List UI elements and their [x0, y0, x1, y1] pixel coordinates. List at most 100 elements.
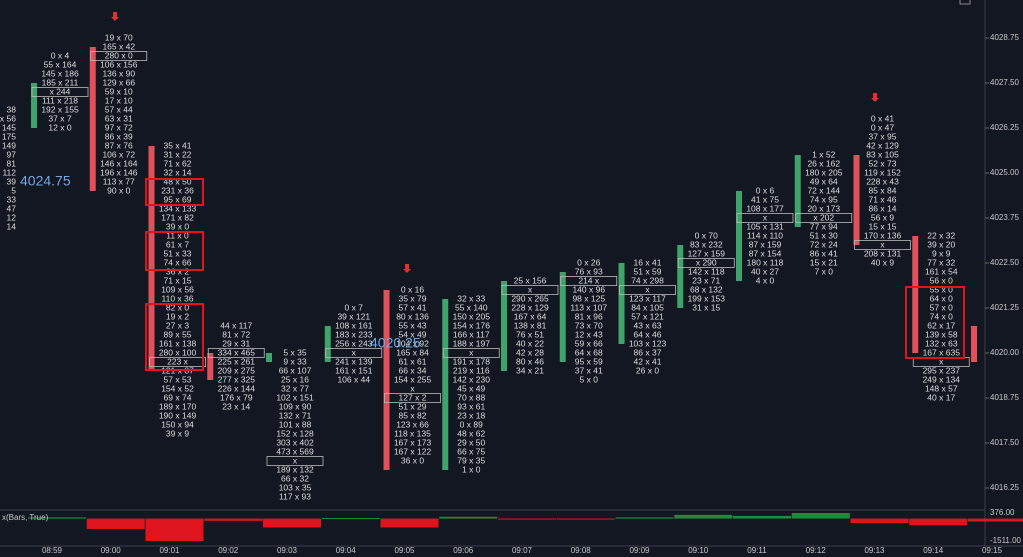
- poc-box: [149, 357, 206, 367]
- footprint-cell: 225 x 261: [218, 356, 256, 366]
- close-icon[interactable]: [959, 0, 971, 5]
- footprint-cell: 17 x 10: [105, 95, 133, 105]
- y-tick-label: 4025.00: [990, 168, 1019, 177]
- footprint-cell: 4 x 0: [756, 275, 775, 285]
- footprint-cell: 61 x 7: [166, 239, 189, 249]
- footprint-cell: 66 x 75: [457, 446, 485, 456]
- footprint-cell: 79 x 35: [457, 455, 485, 465]
- footprint-cell: 64 x 0: [930, 293, 953, 303]
- footprint-cell: 9 x 33: [283, 356, 306, 366]
- footprint-cell: 140 x 96: [572, 284, 605, 294]
- footprint-cell: 23 x 71: [692, 275, 720, 285]
- footprint-cell: 191 x 178: [453, 356, 491, 366]
- x-tick-label: 09:00: [101, 546, 122, 555]
- footprint-cell: 76 x 93: [575, 266, 603, 276]
- footprint-cell: x: [880, 239, 885, 249]
- footprint-cell: 180 x 118: [747, 257, 784, 267]
- footprint-cell: 109 x 56: [161, 284, 194, 294]
- footprint-cell: 81 x 72: [222, 329, 250, 339]
- poc-box: [501, 285, 559, 295]
- poc-box: [677, 258, 735, 268]
- x-tick-label: 09:04: [336, 546, 357, 555]
- footprint-cell: 190 x 149: [159, 410, 197, 420]
- footprint-cell: 176 x 79: [220, 392, 253, 402]
- candle: [148, 146, 155, 371]
- footprint-cell: 1 x 52: [812, 149, 835, 159]
- footprint-cell: 70 x 88: [457, 392, 485, 402]
- footprint-cell: 106 x 72: [102, 149, 135, 159]
- footprint-cell: 188 x 197: [453, 338, 491, 348]
- footprint-cell: 20 x 173: [807, 203, 840, 213]
- footprint-cell: 1 x 0: [462, 464, 481, 474]
- indicator-tick-label: -1511.00: [990, 536, 1022, 545]
- x-tick-label: 09:03: [277, 546, 298, 555]
- delta-bar: [380, 518, 439, 528]
- footprint-cell: 27 x 3: [166, 320, 189, 330]
- poc-box: [795, 213, 853, 223]
- poc-box: [442, 348, 500, 358]
- poc-box: [31, 87, 89, 97]
- footprint-cell: 35 x 41: [164, 140, 192, 150]
- candle: [501, 281, 507, 371]
- footprint-cell: 90 x 0: [107, 185, 130, 195]
- footprint-cell: 208 x 131: [864, 248, 902, 258]
- highlight-zone: [145, 178, 204, 206]
- footprint-cell: 171 x 82: [161, 212, 194, 222]
- footprint-cell: 108 x 177: [746, 203, 784, 213]
- footprint-cell: 102 x 151: [276, 392, 314, 402]
- signal-arrow: [403, 264, 411, 273]
- footprint-cell: 86 x 14: [869, 203, 897, 213]
- footprint-cell: 55 x 164: [44, 59, 77, 69]
- footprint-cell: 110 x 36: [162, 293, 194, 303]
- signal-arrow: [111, 12, 119, 21]
- candle: [559, 272, 566, 362]
- delta-bar: [968, 518, 1023, 522]
- footprint-cell: 334 x 465: [218, 347, 256, 357]
- poc-box: [736, 213, 794, 223]
- x-tick-label: 09:06: [453, 546, 474, 555]
- footprint-cell: 95 x 59: [575, 356, 603, 366]
- footprint-cell: 119 x 152: [864, 167, 901, 177]
- footprint-cell: x: [410, 383, 415, 393]
- delta-bar: [498, 518, 556, 520]
- x-tick-label: 09:10: [688, 546, 709, 555]
- footprint-cell: 59 x 10: [105, 86, 133, 96]
- poc-box: [325, 348, 383, 358]
- footprint-cell: 145: [2, 122, 16, 132]
- candle: [324, 326, 331, 362]
- footprint-cell: x 202: [813, 212, 834, 222]
- poc-box: [384, 393, 441, 403]
- footprint-cell: 12 x 43: [575, 329, 603, 339]
- footprint-cell: 51 x 59: [634, 266, 662, 276]
- highlight-zone: [145, 303, 204, 371]
- poc-box: [560, 276, 618, 286]
- candle: [266, 353, 272, 362]
- candle: [383, 290, 390, 470]
- footprint-cell: 64 x 68: [575, 347, 603, 357]
- footprint-cell: 57 x 44: [105, 104, 133, 114]
- footprint-cell: 167 x 122: [394, 446, 432, 456]
- footprint-cell: 35 x 79: [399, 293, 427, 303]
- poc-box: [619, 285, 676, 295]
- footprint-cell: 62 x 17: [927, 320, 955, 330]
- footprint-cell: 80 x 46: [516, 356, 544, 366]
- indicator-tick-label: 376.00: [990, 508, 1015, 517]
- footprint-cell: 0 x 47: [871, 122, 894, 132]
- footprint-cell: 132 x 63: [925, 338, 958, 348]
- footprint-cell: 11 x 0: [166, 230, 189, 240]
- footprint-cell: 26 x 162: [807, 158, 840, 168]
- footprint-cell: 23 x 14: [222, 401, 250, 411]
- footprint-cell: 167 x 635: [923, 347, 961, 357]
- footprint-cell: 37 x 41: [575, 365, 603, 375]
- candle: [853, 155, 860, 245]
- price-label: 4024.75: [20, 173, 71, 189]
- footprint-cell: 42 x 129: [866, 140, 899, 150]
- y-tick-label: 4026.25: [990, 123, 1019, 132]
- footprint-cell: 104 x 92: [396, 338, 429, 348]
- footprint-cell: 5 x 0: [580, 374, 599, 384]
- footprint-cell: x 244: [50, 86, 71, 96]
- footprint-cell: 249 x 134: [923, 374, 961, 384]
- footprint-cell: 167 x 64: [514, 311, 547, 321]
- footprint-cell: 14: [7, 221, 17, 231]
- footprint-cell: 139 x 58: [925, 329, 958, 339]
